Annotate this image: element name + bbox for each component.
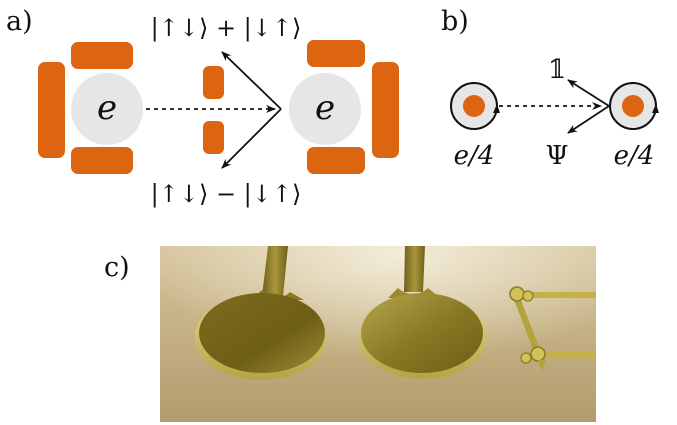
left-dot-gates: [38, 42, 133, 174]
right-disk: [361, 293, 483, 373]
identity-channel: 𝟙: [548, 55, 566, 85]
device-rendering: [160, 246, 596, 422]
right-dot-charge: e: [315, 88, 335, 128]
gate-bottom-left: [71, 147, 133, 174]
wire-top: [530, 292, 596, 298]
psi-channel: Ψ: [546, 141, 569, 171]
wire-diagonal: [514, 300, 541, 352]
wire-tip: [538, 360, 546, 372]
state-bottom: |↑↓⟩ − |↓↑⟩: [151, 180, 302, 209]
state-top: |↑↓⟩ + |↓↑⟩: [151, 14, 302, 43]
left-anyon-charge: e/4: [454, 141, 495, 171]
wire-joint-bottom: [530, 346, 546, 362]
gate-bottom-right: [307, 147, 365, 174]
panel-c: c): [104, 246, 596, 422]
arrow-to-psi: [567, 105, 610, 134]
left-anyon-arrowhead: [493, 104, 500, 113]
gate-center-bottom: [203, 121, 224, 154]
left-anyon-core: [463, 95, 485, 117]
arrow-to-bottom-state: [221, 108, 282, 169]
right-anyon-arrowhead: [652, 104, 659, 113]
gate-top-right: [307, 40, 365, 67]
right-dot-gates: [307, 40, 399, 174]
panel-a: a) e e |↑↓⟩ + |↓↑⟩ |↑↓⟩ − |↓↑⟩: [6, 6, 399, 209]
left-lead: [262, 246, 288, 296]
wire-joint-top-2: [522, 290, 534, 302]
right-anyon-charge: e/4: [614, 141, 655, 171]
gate-right-outer: [372, 62, 399, 158]
left-disk: [199, 293, 325, 373]
wire-joint-top: [509, 286, 525, 302]
panel-b: b) 𝟙 Ψ e/4 e/4: [441, 6, 659, 171]
gate-left-outer: [38, 62, 65, 158]
arrow-to-top-state: [221, 51, 282, 110]
left-quantum-dot: [71, 73, 143, 145]
wire-bottom: [537, 352, 596, 358]
right-anyon-core: [622, 95, 644, 117]
right-lead: [404, 246, 425, 292]
wire-joint-bottom-2: [520, 352, 532, 364]
arrow-to-identity: [567, 79, 610, 107]
left-dot-charge: e: [97, 88, 117, 128]
nanowire-structure: [509, 286, 596, 372]
panel-b-label: b): [441, 6, 469, 37]
gate-top-left: [71, 42, 133, 69]
gate-center-top: [203, 66, 224, 99]
panel-c-label: c): [104, 252, 130, 283]
right-quantum-dot: [289, 73, 361, 145]
panel-a-label: a): [6, 6, 33, 37]
